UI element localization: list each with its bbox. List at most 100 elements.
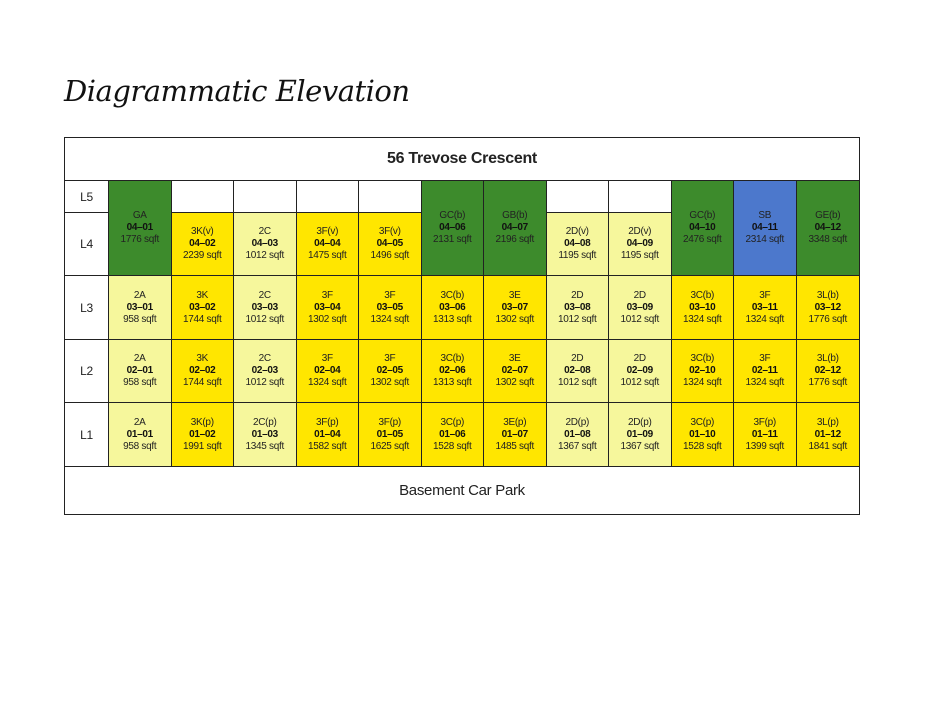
unit-number: 04–11 — [751, 222, 778, 233]
level-label-l2: L2 — [65, 340, 109, 403]
unit-cell: 3C(b) 03–10 1324 sqft — [671, 276, 734, 340]
unit-type: 2D — [633, 289, 646, 301]
unit-area: 958 sqft — [123, 377, 157, 388]
unit-cell: 3C(p) 01–10 1528 sqft — [671, 403, 734, 467]
unit-type: 2D — [571, 289, 584, 301]
unit-area: 1302 sqft — [495, 313, 535, 325]
unit-cell: 3F(v) 04–04 1475 sqft — [296, 213, 359, 276]
unit-area: 1324 sqft — [683, 377, 722, 388]
unit-type: 3E — [508, 353, 521, 364]
unit-cell: 2C 03–03 1012 sqft — [234, 276, 297, 340]
unit-type: 3C(p) — [690, 416, 714, 428]
empty-cell — [234, 181, 297, 213]
unit-area: 1195 sqft — [620, 250, 659, 261]
unit-number: 02–10 — [689, 365, 716, 376]
unit-number: 03–06 — [439, 301, 466, 313]
unit-cell: 2D 03–09 1012 sqft — [609, 276, 672, 340]
unit-area: 1345 sqft — [245, 440, 285, 452]
unit-cell: GC(b) 04–06 2131 sqft — [421, 181, 484, 276]
empty-cell — [609, 181, 672, 213]
unit-type: 3F(v) — [316, 226, 339, 237]
unit-type: 2C — [258, 226, 271, 237]
unit-area: 2131 sqft — [433, 234, 472, 245]
level-label-l4: L4 — [65, 213, 109, 276]
unit-area: 2196 sqft — [495, 234, 535, 245]
unit-cell: 3C(b) 02–06 1313 sqft — [421, 340, 484, 403]
unit-area: 1012 sqft — [620, 377, 660, 388]
unit-type: 2C(p) — [252, 416, 277, 428]
unit-type: 3K(p) — [190, 416, 214, 428]
unit-number: 02–07 — [501, 365, 529, 376]
unit-cell: 2A 02–01 958 sqft — [109, 340, 172, 403]
unit-number: 04–06 — [439, 222, 466, 233]
unit-number: 02–04 — [314, 365, 341, 376]
unit-type: 3K(v) — [191, 226, 214, 237]
unit-number: 02–05 — [376, 365, 404, 376]
level-label-l1: L1 — [65, 403, 109, 467]
empty-cell — [296, 181, 359, 213]
unit-area: 2239 sqft — [183, 250, 222, 261]
unit-cell: 2D 02–08 1012 sqft — [546, 340, 609, 403]
unit-type: 3F — [321, 289, 333, 301]
unit-type: 3F — [384, 289, 396, 301]
unit-area: 1195 sqft — [558, 250, 597, 261]
unit-area: 1324 sqft — [745, 377, 785, 388]
unit-area: 2314 sqft — [745, 234, 785, 245]
unit-number: 04–12 — [814, 222, 842, 233]
unit-type: 3F — [759, 289, 771, 301]
unit-type: 2D(v) — [565, 226, 589, 237]
unit-cell: 3F(v) 04–05 1496 sqft — [359, 213, 422, 276]
unit-number: 01–08 — [564, 428, 591, 440]
unit-type: 3C(p) — [440, 416, 464, 428]
unit-type: 2A — [133, 353, 146, 364]
unit-number: 03–01 — [126, 301, 154, 313]
unit-number: 03–08 — [564, 301, 591, 313]
unit-cell: 2A 03–01 958 sqft — [109, 276, 172, 340]
unit-cell: 3F 03–04 1302 sqft — [296, 276, 359, 340]
unit-number: 02–03 — [251, 365, 279, 376]
unit-area: 958 sqft — [123, 440, 157, 452]
unit-cell: 3F 03–11 1324 sqft — [734, 276, 797, 340]
unit-type: 3F(p) — [378, 416, 402, 428]
unit-area: 958 sqft — [123, 313, 157, 325]
unit-cell: 2C 04–03 1012 sqft — [234, 213, 297, 276]
unit-area: 1367 sqft — [558, 440, 597, 452]
unit-number: 02–06 — [439, 365, 466, 376]
unit-type: 3F — [759, 353, 771, 364]
unit-area: 1324 sqft — [745, 313, 785, 325]
unit-cell: GB(b) 04–07 2196 sqft — [484, 181, 547, 276]
unit-number: 04–03 — [251, 238, 279, 249]
unit-type: GE(b) — [815, 210, 841, 221]
unit-type: 2D — [571, 353, 584, 364]
unit-area: 1485 sqft — [495, 440, 535, 452]
level-label-l5: L5 — [65, 181, 109, 213]
empty-cell — [359, 181, 422, 213]
unit-area: 1475 sqft — [308, 250, 347, 261]
unit-cell: SB 04–11 2314 sqft — [734, 181, 797, 276]
unit-cell: 2D(p) 01–08 1367 sqft — [546, 403, 609, 467]
unit-type: 2C — [258, 289, 271, 301]
unit-cell: 3F 02–04 1324 sqft — [296, 340, 359, 403]
unit-cell: 2D(v) 04–08 1195 sqft — [546, 213, 609, 276]
unit-type: 3K — [196, 289, 209, 301]
unit-number: 04–02 — [189, 238, 216, 249]
unit-area: 1313 sqft — [433, 313, 472, 325]
unit-number: 01–04 — [314, 428, 341, 440]
unit-number: 01–01 — [126, 428, 154, 440]
unit-cell: 3C(p) 01–06 1528 sqft — [421, 403, 484, 467]
unit-area: 1776 sqft — [808, 377, 848, 388]
unit-cell: 3F 02–11 1324 sqft — [734, 340, 797, 403]
unit-area: 1012 sqft — [620, 313, 660, 325]
unit-area: 1313 sqft — [433, 377, 472, 388]
unit-area: 1012 sqft — [245, 377, 285, 388]
unit-number: 02–01 — [126, 365, 154, 376]
unit-number: 03–03 — [251, 301, 279, 313]
unit-number: 03–12 — [814, 301, 842, 313]
unit-number: 02–12 — [814, 365, 842, 376]
unit-area: 1582 sqft — [308, 440, 347, 452]
unit-type: 2D(p) — [565, 416, 589, 428]
unit-number: 01–10 — [689, 428, 716, 440]
unit-type: 3F(v) — [378, 226, 401, 237]
unit-number: 01–02 — [189, 428, 216, 440]
unit-area: 1302 sqft — [370, 377, 410, 388]
